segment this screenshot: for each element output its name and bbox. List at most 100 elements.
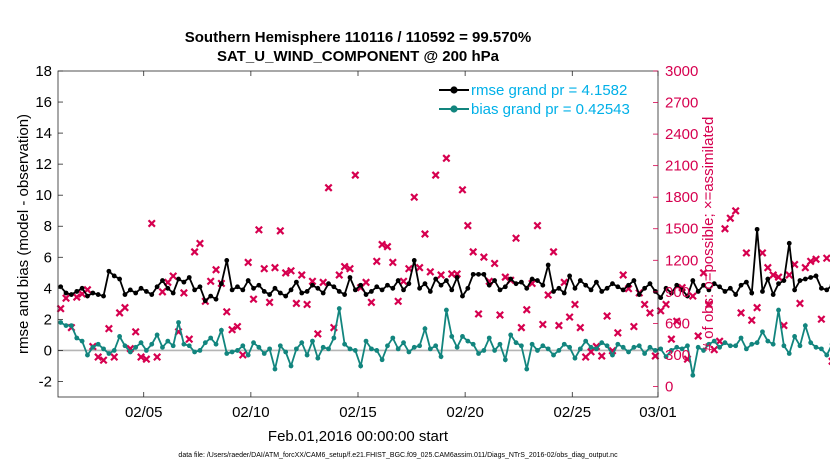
obs-assimilated-point — [94, 353, 103, 362]
bias-point — [283, 349, 289, 355]
obs-assimilated-point — [158, 287, 167, 296]
bias-point — [540, 343, 546, 349]
right-y-tick-label: 1800 — [665, 189, 698, 206]
bias-point — [422, 326, 428, 332]
rmse-point — [626, 282, 631, 288]
obs-point-core — [535, 223, 540, 228]
obs-point-core — [519, 325, 523, 330]
rmse-point — [690, 278, 696, 283]
obs-point-core — [273, 266, 277, 270]
right-y-tick-label: 900 — [665, 284, 690, 301]
rmse-point — [272, 285, 278, 291]
y-tick-label: 0 — [44, 342, 52, 359]
obs-point-core — [385, 245, 390, 249]
obs-point-core — [337, 273, 341, 277]
obs-assimilated-point — [249, 295, 258, 304]
obs-point-core — [589, 350, 593, 354]
rmse-point — [122, 292, 128, 297]
right-y-tick-label: 0 — [665, 378, 673, 395]
obs-point-core — [118, 311, 122, 315]
bias-point — [465, 338, 471, 344]
rmse-point — [717, 284, 723, 290]
obs-point-core — [568, 315, 572, 319]
rmse-point — [197, 284, 203, 290]
obs-point-core — [434, 173, 438, 177]
bias-point — [138, 340, 144, 346]
rmse-point — [111, 273, 117, 279]
rmse-point — [138, 285, 144, 291]
right-y-tick-label: 3000 — [665, 63, 698, 80]
obs-assimilated-point — [688, 292, 697, 301]
rmse-point — [358, 282, 364, 288]
bias-point — [122, 343, 128, 349]
rmse-point — [277, 290, 283, 296]
rmse-point — [443, 278, 449, 283]
rmse-point — [310, 282, 315, 288]
obs-assimilated-point — [410, 193, 419, 202]
obs-point-core — [707, 302, 711, 307]
bias-point — [358, 363, 364, 369]
right-y-tick-label: 300 — [665, 347, 690, 364]
obs-point-core — [182, 291, 186, 295]
obs-assimilated-point — [222, 307, 231, 316]
bias-point — [545, 346, 551, 352]
obs-point-core — [396, 299, 400, 303]
rmse-point — [572, 285, 578, 291]
obs-assimilated-point — [131, 327, 140, 336]
rmse-point — [331, 284, 337, 290]
obs-point-core — [723, 227, 727, 231]
obs-assimilated-point — [190, 247, 199, 256]
rmse-point — [352, 287, 358, 293]
obs-point-core — [321, 280, 325, 284]
obs-assimilated-point — [774, 273, 783, 282]
obs-assimilated-point — [522, 305, 531, 314]
obs-assimilated-point — [260, 264, 269, 273]
obs-point-core — [428, 270, 432, 274]
bias-point — [631, 344, 637, 350]
rmse-point — [636, 292, 642, 297]
bias-point — [390, 335, 396, 341]
x-tick-label: 03/01 — [639, 404, 677, 421]
rmse-point — [433, 276, 439, 282]
obs-assimilated-point — [656, 306, 665, 315]
bias-point — [411, 344, 417, 350]
obs-assimilated-point — [195, 239, 204, 248]
obs-assimilated-point — [319, 278, 328, 287]
rmse-point — [347, 275, 353, 280]
obs-point-core — [284, 271, 288, 275]
rmse-point — [438, 282, 444, 288]
rmse-point — [658, 295, 664, 301]
rmse-point — [593, 279, 599, 285]
rmse-point — [106, 268, 112, 274]
bias-point — [808, 340, 814, 346]
rmse-point — [567, 273, 573, 279]
obs-point-core — [514, 236, 518, 240]
obs-point-core — [551, 250, 556, 254]
obs-point-core — [123, 306, 127, 310]
rmse-point — [224, 257, 230, 263]
obs-assimilated-point — [228, 325, 237, 334]
rmse-point — [251, 285, 256, 291]
x-axis-label: Feb.01,2016 00:00:00 start — [268, 428, 449, 445]
rmse-point — [68, 292, 74, 297]
rmse-point — [486, 282, 492, 288]
rmse-point — [385, 282, 390, 288]
bias-point — [438, 354, 444, 360]
rmse-point — [470, 271, 476, 277]
rmse-point — [401, 287, 406, 293]
rmse-point — [588, 287, 594, 293]
obs-assimilated-point — [544, 291, 553, 299]
obs-point-core — [316, 332, 320, 336]
bias-point — [160, 344, 165, 350]
rmse-point — [74, 289, 80, 294]
bias-point — [690, 372, 696, 378]
y-tick-label: 6 — [44, 249, 52, 266]
rmse-point — [706, 287, 712, 293]
rmse-point — [293, 279, 299, 285]
obs-assimilated-point — [699, 268, 708, 277]
obs-point-core — [498, 313, 502, 317]
rmse-point — [545, 262, 551, 268]
rmse-point — [620, 287, 626, 293]
obs-assimilated-point — [394, 297, 403, 306]
